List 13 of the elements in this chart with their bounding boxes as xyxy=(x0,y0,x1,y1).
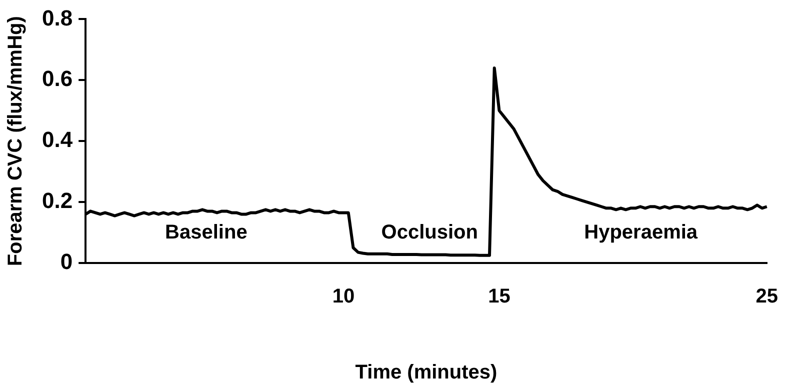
annotation: Occlusion xyxy=(381,222,478,244)
x-tick-label: 15 xyxy=(488,286,510,308)
x-tick-label: 25 xyxy=(756,286,778,308)
y-tick-label: 0.8 xyxy=(42,5,73,30)
y-tick-label: 0.6 xyxy=(42,66,73,92)
y-axis-title: Forearm CVC (flux/mmHg) xyxy=(4,16,27,266)
x-tick-label: 10 xyxy=(332,286,355,308)
y-tick-label: 0.4 xyxy=(42,127,74,152)
x-axis-title: Time (minutes) xyxy=(355,362,498,384)
annotation: Hyperaemia xyxy=(584,222,698,244)
y-tick-label: 0 xyxy=(60,249,73,274)
annotation: Baseline xyxy=(165,222,248,244)
y-tick-label: 0.2 xyxy=(42,188,73,214)
